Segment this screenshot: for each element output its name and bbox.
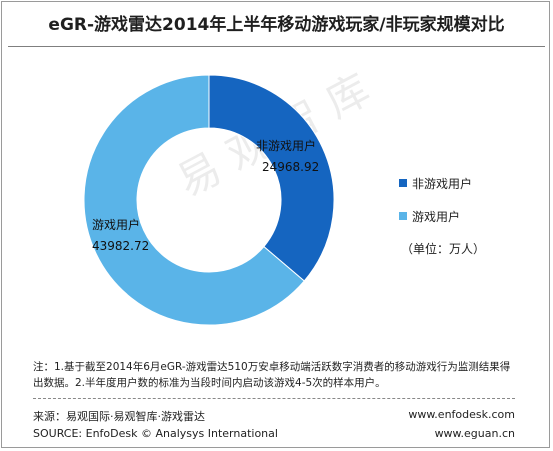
legend-swatch-non-gamer [399,179,407,187]
legend-item-gamer: 游戏用户 [399,209,472,224]
slice-label-name-non-gamer: 非游戏用户 [256,138,316,153]
legend-swatch-gamer [399,212,407,220]
slice-label-name-gamer: 游戏用户 [92,217,140,232]
title-divider [8,46,545,47]
legend: 非游戏用户 游戏用户 [399,176,472,242]
slice-label-value-non-gamer: 24968.92 [262,160,319,174]
slice-label-value-gamer: 43982.72 [92,239,149,253]
donut-slice-gamer [83,74,305,326]
footnote-line-1: 注：1.基于截至2014年6月eGR-游戏雷达510万安卓移动端活跃数字消费者的… [33,361,511,373]
donut-slice-non-gamer [208,74,335,282]
footnote-line-2: 出数据。2.半年度用户数的标准为当段时间内启动该游戏4-5次的样本用户。 [33,377,386,389]
source-en: SOURCE: EnfoDesk © Analysys Internationa… [33,427,278,440]
url-eguan: www.eguan.cn [434,427,515,440]
footnote: 注：1.基于截至2014年6月eGR-游戏雷达510万安卓移动端活跃数字消费者的… [33,359,533,391]
unit-label: （单位：万人） [401,242,486,256]
legend-label-gamer: 游戏用户 [412,209,461,224]
footnote-divider [33,398,515,399]
legend-label-non-gamer: 非游戏用户 [412,176,473,191]
source-cn: 来源：易观国际·易观智库·游戏雷达 [33,410,205,423]
url-enfodesk: www.enfodesk.com [408,408,515,421]
chart-title: eGR-游戏雷达2014年上半年移动游戏玩家/非玩家规模对比 [48,15,505,35]
legend-item-non-gamer: 非游戏用户 [399,176,473,191]
